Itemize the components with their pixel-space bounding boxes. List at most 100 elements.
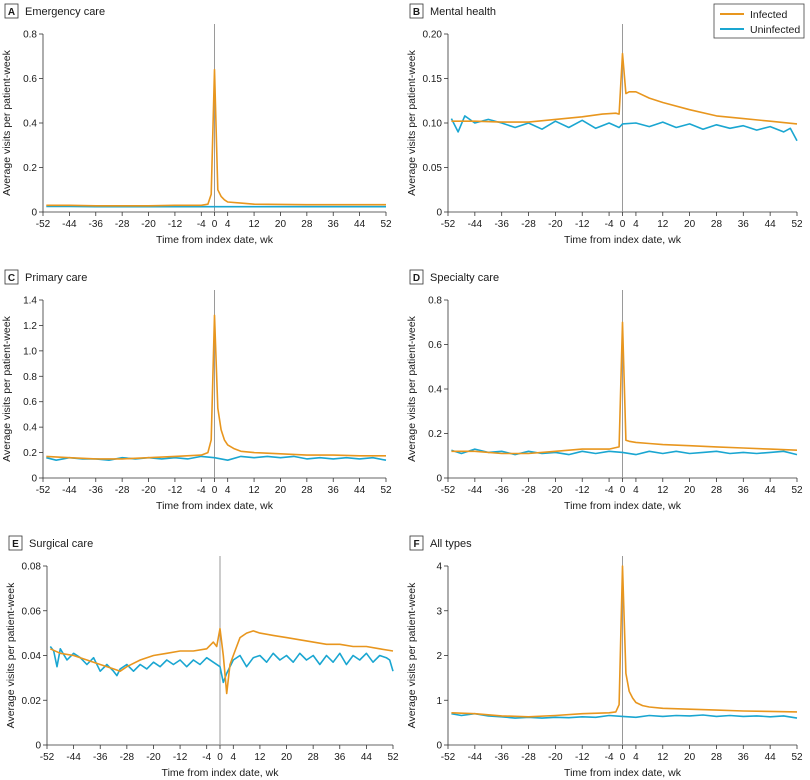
x-tick-label: 36 (738, 752, 750, 763)
x-tick-label: -52 (441, 485, 456, 496)
y-tick-label: 0 (31, 474, 37, 485)
x-tick-label: -4 (202, 752, 211, 763)
x-tick-label: 4 (633, 219, 639, 230)
x-tick-label: -44 (66, 752, 81, 763)
x-tick-label: -12 (575, 219, 590, 230)
y-tick-label: 0.10 (423, 119, 443, 130)
panel-letter: D (413, 273, 420, 284)
x-tick-label: 36 (334, 752, 346, 763)
x-tick-label: 44 (765, 752, 777, 763)
x-tick-label: -4 (197, 219, 206, 230)
x-tick-label: 20 (684, 219, 696, 230)
x-tick-label: 4 (225, 485, 231, 496)
x-tick-label: -44 (62, 485, 77, 496)
legend-infected-label: Infected (750, 9, 788, 21)
y-axis-label: Average visits per patient-week (406, 49, 418, 195)
x-tick-label: 4 (633, 752, 639, 763)
y-axis-label: Average visits per patient-week (1, 315, 13, 461)
y-tick-label: 0.6 (23, 74, 37, 85)
y-axis-label: Average visits per patient-week (5, 582, 17, 728)
y-tick-label: 0.02 (22, 696, 42, 707)
x-tick-label: -52 (36, 485, 51, 496)
panel-letter: B (413, 7, 420, 18)
x-tick-label: 0 (212, 219, 218, 230)
x-tick-label: 28 (308, 752, 320, 763)
series-line-infected (46, 68, 386, 207)
x-tick-label: -52 (36, 219, 51, 230)
x-tick-label: -36 (89, 219, 104, 230)
y-tick-label: 0.6 (23, 397, 37, 408)
series-line-infected (451, 565, 798, 718)
x-tick-label: -12 (168, 219, 183, 230)
x-tick-label: 12 (657, 219, 669, 230)
x-axis-label: Time from index date, wk (564, 234, 682, 246)
x-tick-label: 36 (738, 485, 750, 496)
panel-letter-box (8, 535, 23, 551)
panel-letter-box (409, 535, 424, 551)
y-tick-label: 1.4 (23, 296, 37, 307)
x-tick-label: -20 (146, 752, 161, 763)
x-tick-label: 12 (249, 485, 261, 496)
legend: Infected Uninfected (713, 3, 805, 39)
x-tick-label: 20 (275, 485, 287, 496)
y-axis-label: Average visits per patient-week (406, 315, 418, 461)
y-tick-label: 3 (436, 606, 442, 617)
x-tick-label: -20 (548, 219, 563, 230)
series-line-uninfected (451, 448, 798, 456)
x-tick-label: 4 (231, 752, 237, 763)
x-tick-label: -44 (468, 485, 483, 496)
x-tick-label: 52 (380, 219, 392, 230)
y-tick-label: 0 (436, 208, 442, 219)
y-axis-label: Average visits per patient-week (406, 582, 418, 728)
x-tick-label: -20 (141, 219, 156, 230)
x-tick-label: -12 (168, 485, 183, 496)
x-tick-label: -20 (548, 752, 563, 763)
x-tick-label: 44 (765, 485, 777, 496)
x-tick-label: -36 (89, 485, 104, 496)
x-tick-label: -28 (115, 485, 130, 496)
x-tick-label: -36 (494, 752, 509, 763)
y-tick-label: 4 (436, 562, 442, 573)
x-tick-label: 52 (791, 219, 803, 230)
y-tick-label: 0.4 (23, 119, 37, 130)
x-tick-label: 36 (738, 219, 750, 230)
x-tick-label: -28 (521, 752, 536, 763)
panel-letter: C (8, 273, 15, 284)
x-tick-label: 28 (711, 752, 723, 763)
x-tick-label: 28 (301, 219, 313, 230)
x-tick-label: -52 (40, 752, 55, 763)
x-axis-label: Time from index date, wk (156, 500, 274, 512)
panel-letter-box (4, 3, 19, 19)
y-tick-label: 0.2 (23, 448, 37, 459)
x-tick-label: 12 (249, 219, 261, 230)
y-tick-label: 0.08 (22, 562, 42, 573)
y-tick-label: 0.8 (23, 30, 37, 41)
panel-title: Emergency care (25, 6, 105, 18)
panel-letter: E (12, 539, 19, 550)
x-tick-label: 0 (620, 752, 626, 763)
x-tick-label: 36 (328, 219, 340, 230)
panel-title: All types (430, 538, 472, 550)
x-tick-label: 44 (354, 219, 366, 230)
x-tick-label: -4 (197, 485, 206, 496)
panel-title: Specialty care (430, 272, 499, 284)
x-tick-label: 20 (684, 752, 696, 763)
x-axis-label: Time from index date, wk (156, 234, 274, 246)
y-tick-label: 1.0 (23, 346, 37, 357)
x-tick-label: -20 (141, 485, 156, 496)
x-tick-label: -52 (441, 752, 456, 763)
x-tick-label: 36 (328, 485, 340, 496)
legend-uninfected-label: Uninfected (750, 24, 800, 36)
y-tick-label: 0 (35, 741, 41, 752)
series-line-infected (451, 321, 798, 455)
y-tick-label: 1.2 (23, 321, 37, 332)
y-tick-label: 2 (436, 651, 442, 662)
x-tick-label: -28 (120, 752, 135, 763)
series-line-infected (451, 52, 798, 125)
y-tick-label: 0 (436, 474, 442, 485)
